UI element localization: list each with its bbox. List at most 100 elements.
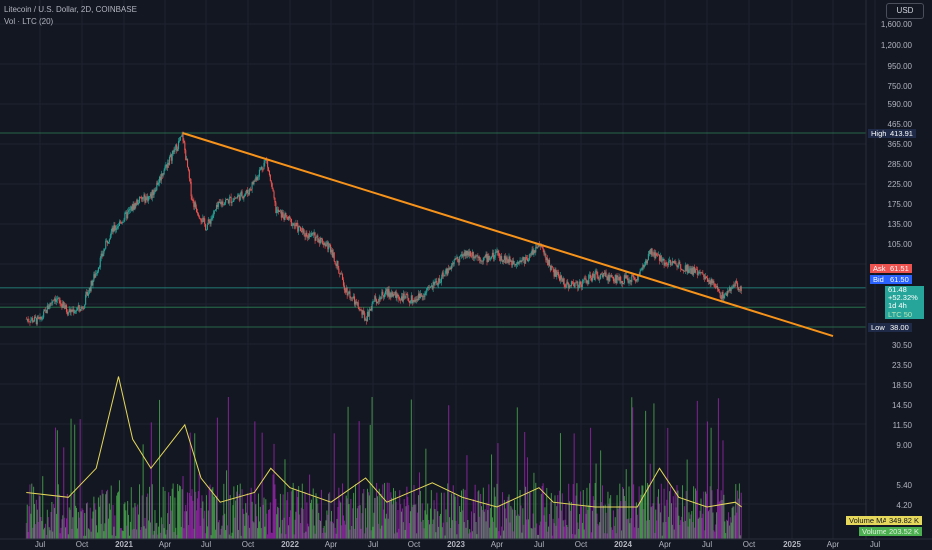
candle (627, 278, 629, 283)
volume-bar (493, 487, 495, 539)
volume-bar (349, 529, 351, 539)
candle (360, 309, 362, 311)
candle (385, 289, 387, 291)
candle (203, 218, 205, 219)
candle (365, 319, 367, 321)
bid-value-tag: 61.50 (887, 275, 912, 284)
volume-bar (115, 535, 117, 539)
candle (302, 228, 304, 231)
volume-bar (622, 488, 624, 539)
candle (160, 173, 162, 181)
volume-bar (186, 511, 188, 539)
candle (241, 191, 243, 197)
volume-bar (121, 530, 123, 539)
volume-bar (139, 529, 141, 539)
time-tick-label: Oct (575, 540, 588, 549)
volume-bar (52, 531, 54, 539)
candle (736, 280, 738, 284)
volume-bar (346, 498, 348, 539)
candle (582, 279, 584, 281)
candle (330, 249, 333, 253)
candle (221, 201, 223, 205)
candle (54, 298, 57, 302)
volume-bar (506, 500, 508, 539)
volume-bar (421, 503, 423, 539)
volume-bar (391, 497, 393, 539)
volume-bar (38, 495, 40, 539)
volume-bar (159, 532, 161, 539)
volume-bar (200, 507, 202, 539)
price-tick-label: 4.20 (896, 501, 912, 510)
candle (418, 293, 421, 299)
volume-bar (335, 533, 337, 539)
volume-bar (380, 493, 382, 539)
price-tick-label: 465.00 (888, 120, 913, 129)
volume-bar (42, 476, 44, 539)
candle (181, 134, 183, 136)
volume-bar (381, 525, 383, 539)
volume-bar (386, 482, 388, 539)
volume-bar (633, 484, 635, 539)
volume-bar (29, 484, 31, 539)
candle (598, 278, 600, 280)
candle (487, 255, 489, 263)
volume-bar (720, 490, 722, 539)
candle (383, 295, 385, 298)
volume-bar (72, 517, 74, 539)
candle (490, 256, 493, 259)
candle (595, 271, 597, 272)
volume-bar (559, 490, 561, 539)
candle (648, 250, 650, 254)
volume-bar (293, 534, 295, 539)
candle (602, 273, 604, 277)
volume-bar (167, 513, 169, 539)
candle (339, 273, 341, 275)
volume-bar (218, 520, 220, 539)
volume-bar (118, 480, 120, 539)
volume-bar (162, 486, 164, 539)
volume-bar (488, 484, 490, 539)
candle (362, 310, 364, 315)
candle (610, 275, 612, 276)
time-tick-label: 2025 (783, 540, 801, 549)
volume-bar (355, 518, 357, 539)
volume-bar (529, 492, 531, 539)
candle (367, 311, 369, 317)
candle (335, 264, 337, 267)
currency-button[interactable]: USD (886, 3, 924, 19)
low-label-tag: Low (868, 323, 888, 332)
candle (347, 293, 349, 296)
candle (195, 202, 197, 208)
volume-bar (266, 513, 268, 539)
candle (402, 293, 404, 302)
volume-bar (428, 519, 430, 539)
volume-bar (230, 535, 232, 539)
candle (522, 257, 524, 261)
candle (461, 254, 463, 257)
candle (561, 279, 563, 282)
candle (476, 255, 478, 256)
volume-bar (710, 427, 712, 539)
candle (138, 196, 141, 203)
candle (112, 227, 114, 232)
candle (194, 202, 196, 207)
candle (645, 260, 648, 264)
volume-bar (384, 482, 386, 539)
volume-bar (495, 527, 497, 539)
candle (52, 300, 54, 303)
volume-bar (258, 493, 259, 539)
volume-bar (524, 432, 526, 539)
candle (151, 189, 153, 199)
volume-bar (446, 522, 448, 539)
volume-bar (83, 535, 85, 539)
candle (575, 282, 577, 284)
volume-bar (149, 486, 151, 539)
candle (738, 289, 740, 291)
candle (707, 280, 709, 282)
volume-value-tag: 203.52 K (886, 527, 923, 536)
volume-bar (192, 500, 194, 539)
volume-bar (252, 521, 254, 539)
candle (196, 211, 198, 214)
price-tick-label: 23.50 (892, 361, 913, 370)
